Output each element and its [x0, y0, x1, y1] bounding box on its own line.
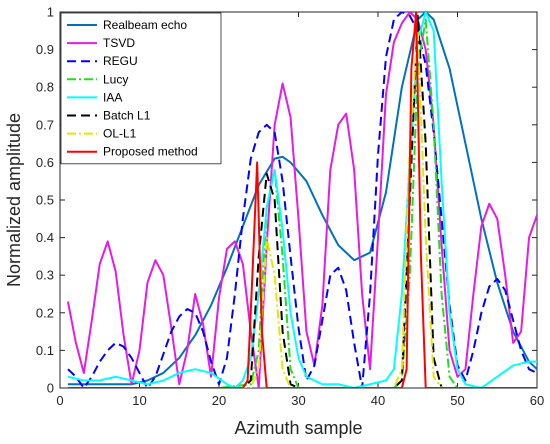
y-tick-label: 0.8 — [36, 80, 54, 95]
x-axis-title: Azimuth sample — [234, 418, 362, 438]
legend-label: IAA — [103, 90, 122, 104]
legend-label: Batch L1 — [103, 109, 151, 123]
legend-entry: Realbeam echo — [67, 18, 187, 32]
series-line-realbeam-echo — [67, 12, 537, 386]
y-tick-label: 0.1 — [36, 343, 54, 358]
y-tick-label: 0 — [47, 381, 54, 396]
x-tick-label: 20 — [212, 393, 226, 408]
x-tick-label: 50 — [450, 393, 464, 408]
legend-entry: OL-L1 — [67, 127, 137, 141]
legend-label: Lucy — [103, 72, 128, 86]
series-line-tsvd — [66, 12, 537, 388]
series-line-lucy — [67, 18, 537, 388]
series-line-regu — [67, 12, 537, 388]
y-tick-label: 0.6 — [36, 155, 54, 170]
x-tick-label: 30 — [291, 393, 305, 408]
x-tick-label: 40 — [371, 393, 385, 408]
legend-label: REGU — [103, 54, 138, 68]
y-tick-label: 0.4 — [36, 230, 54, 245]
legend-box — [60, 12, 222, 165]
legend-entry: Batch L1 — [67, 109, 151, 123]
y-tick-label: 0.2 — [36, 305, 54, 320]
series-line-batch-l1 — [67, 14, 537, 388]
x-tick-label: 60 — [530, 393, 544, 408]
series-layer — [66, 12, 537, 388]
series-line-proposed-method — [67, 12, 537, 388]
y-tick-label: 0.7 — [36, 117, 54, 132]
axis-ticks: 0 10 20 30 40 50 60 0 0.1 0.2 0.3 0.4 0.5 0.6 0.7 0.8 0.… — [36, 5, 544, 409]
series-line-iaa — [67, 12, 537, 388]
legend-label: TSVD — [103, 36, 135, 50]
legend-label: OL-L1 — [103, 127, 137, 141]
y-tick-label: 0.3 — [36, 268, 54, 283]
legend-entry: TSVD — [67, 36, 135, 50]
legend-entry: Lucy — [67, 72, 128, 86]
legend: Realbeam echo TSVD REGU Lucy IAA Batch L1 OL-L… — [60, 12, 222, 165]
legend-label: Realbeam echo — [103, 18, 187, 32]
x-tick-label: 10 — [132, 393, 146, 408]
y-axis-title: Normalized amplitude — [4, 113, 24, 287]
legend-entry: Proposed method — [67, 145, 198, 159]
legend-label: Proposed method — [103, 145, 198, 159]
x-tick-label: 0 — [56, 393, 63, 408]
legend-entry: REGU — [67, 54, 138, 68]
y-tick-label: 0.9 — [36, 42, 54, 57]
y-tick-label: 0.5 — [36, 193, 54, 208]
legend-entry: IAA — [67, 90, 122, 104]
y-tick-label: 1 — [47, 5, 54, 20]
